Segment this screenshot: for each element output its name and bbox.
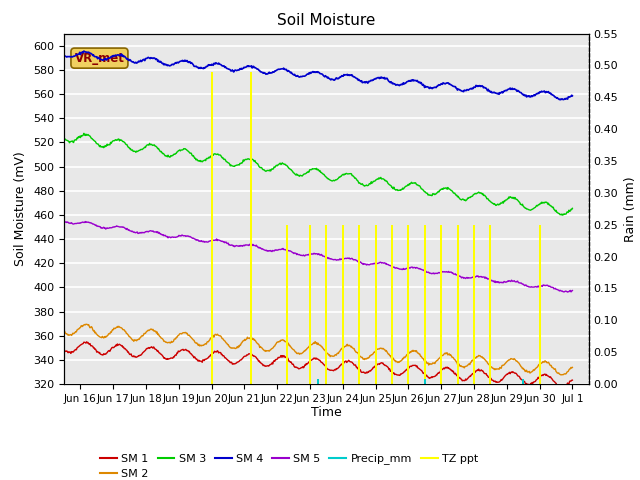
Y-axis label: Rain (mm): Rain (mm) [624,176,637,241]
Bar [440,225,442,384]
Bar [358,225,360,384]
Bar [490,225,492,384]
Title: Soil Moisture: Soil Moisture [277,13,376,28]
Bar [374,225,376,384]
Bar [408,225,410,384]
Bar [456,225,459,384]
Bar [309,225,311,384]
Bar [539,225,541,384]
Y-axis label: Soil Moisture (mV): Soil Moisture (mV) [15,151,28,266]
Legend: SM 1, SM 2, SM 3, SM 4, SM 5, Precip_mm, TZ ppt: SM 1, SM 2, SM 3, SM 4, SM 5, Precip_mm,… [96,449,483,480]
Bar [250,72,252,384]
Bar [211,72,212,384]
Bar [391,225,393,384]
Bar [342,225,344,384]
Bar [424,225,426,384]
X-axis label: Time: Time [311,407,342,420]
Bar [317,379,319,384]
Bar [286,225,288,384]
Bar [325,225,328,384]
Bar [424,379,426,384]
Bar [473,225,475,384]
Bar [522,379,524,384]
Text: VR_met: VR_met [74,52,124,65]
